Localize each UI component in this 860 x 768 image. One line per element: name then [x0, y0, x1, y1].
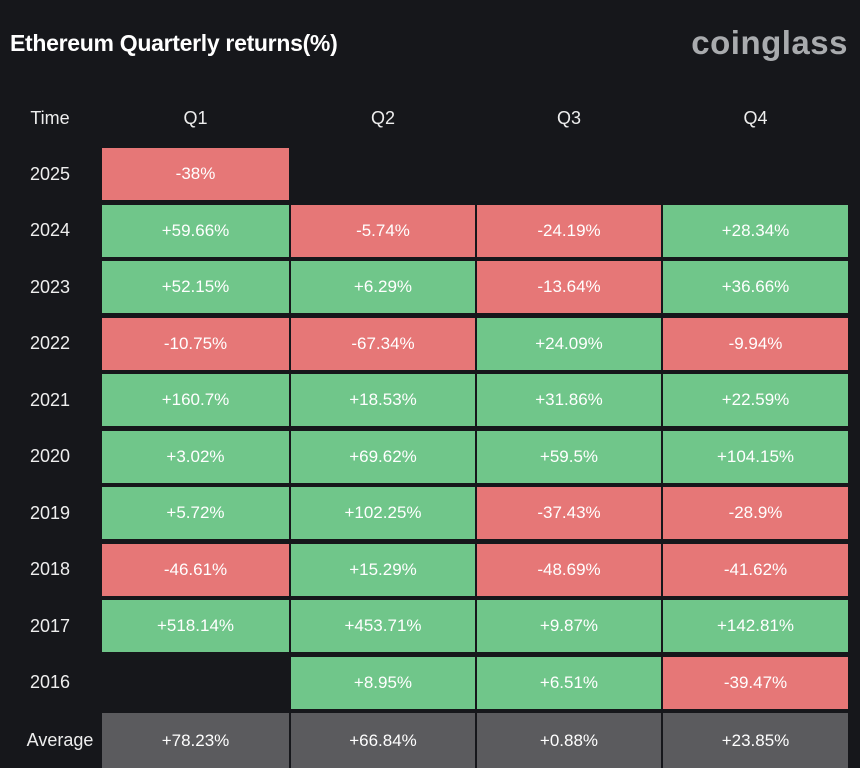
return-cell: +160.7%	[102, 374, 289, 426]
return-cell: +9.87%	[477, 600, 661, 652]
return-cell: -5.74%	[291, 204, 475, 257]
return-cell: +5.72%	[102, 487, 289, 539]
average-label: Average	[26, 730, 94, 750]
return-cell: +142.81%	[663, 600, 848, 652]
return-cell: -48.69%	[477, 543, 661, 596]
return-cell: +59.5%	[477, 430, 661, 483]
return-cell: +15.29%	[291, 543, 475, 596]
return-cell: -10.75%	[102, 317, 289, 370]
row-label: 2024	[29, 220, 71, 240]
return-cell: +31.86%	[477, 374, 661, 426]
return-cell: +24.09%	[477, 317, 661, 370]
return-cell: +18.53%	[291, 374, 475, 426]
row-label: 2022	[29, 333, 71, 353]
column-header: Q1	[183, 107, 208, 128]
row-label: 2017	[29, 615, 71, 636]
column-header: Q4	[743, 107, 768, 128]
return-cell: +518.14%	[102, 600, 289, 652]
return-cell: -13.64%	[477, 261, 661, 313]
row-label: 2023	[29, 276, 71, 297]
row-label: 2025	[29, 163, 71, 184]
column-header: Q3	[556, 107, 581, 128]
row-label: 2020	[29, 446, 71, 466]
average-cell: +0.88%	[477, 713, 661, 768]
return-cell: +453.71%	[291, 600, 475, 652]
return-cell: +8.95%	[291, 656, 475, 709]
return-cell: +69.62%	[291, 430, 475, 483]
return-cell: -41.62%	[663, 543, 848, 596]
return-cell: +22.59%	[663, 374, 848, 426]
return-cell: +104.15%	[663, 430, 848, 483]
return-cell: +52.15%	[102, 261, 289, 313]
row-label: 2016	[29, 672, 71, 692]
average-cell: +78.23%	[102, 713, 289, 768]
return-cell: +6.29%	[291, 261, 475, 313]
return-cell: -39.47%	[663, 656, 848, 709]
return-cell: +36.66%	[663, 261, 848, 313]
return-cell: +102.25%	[291, 487, 475, 539]
title: Ethereum Quarterly returns(%)	[10, 30, 338, 56]
return-cell: +6.51%	[477, 656, 661, 709]
return-cell: -24.19%	[477, 204, 661, 257]
brand-logo: coinglass	[691, 24, 848, 61]
return-cell: -38%	[102, 148, 289, 200]
average-cell: +66.84%	[291, 713, 475, 768]
return-cell: -28.9%	[663, 487, 848, 539]
row-label: 2018	[29, 559, 71, 579]
return-cell: +3.02%	[102, 430, 289, 483]
return-cell: +28.34%	[663, 204, 848, 257]
row-label: 2021	[29, 389, 71, 410]
column-header: Time	[30, 107, 70, 128]
row-label: 2019	[29, 502, 71, 523]
return-cell: -9.94%	[663, 317, 848, 370]
return-cell: -37.43%	[477, 487, 661, 539]
return-cell: -46.61%	[102, 543, 289, 596]
return-cell: +59.66%	[102, 204, 289, 257]
average-cell: +23.85%	[663, 713, 848, 768]
return-cell: -67.34%	[291, 317, 475, 370]
column-header: Q2	[370, 107, 395, 128]
